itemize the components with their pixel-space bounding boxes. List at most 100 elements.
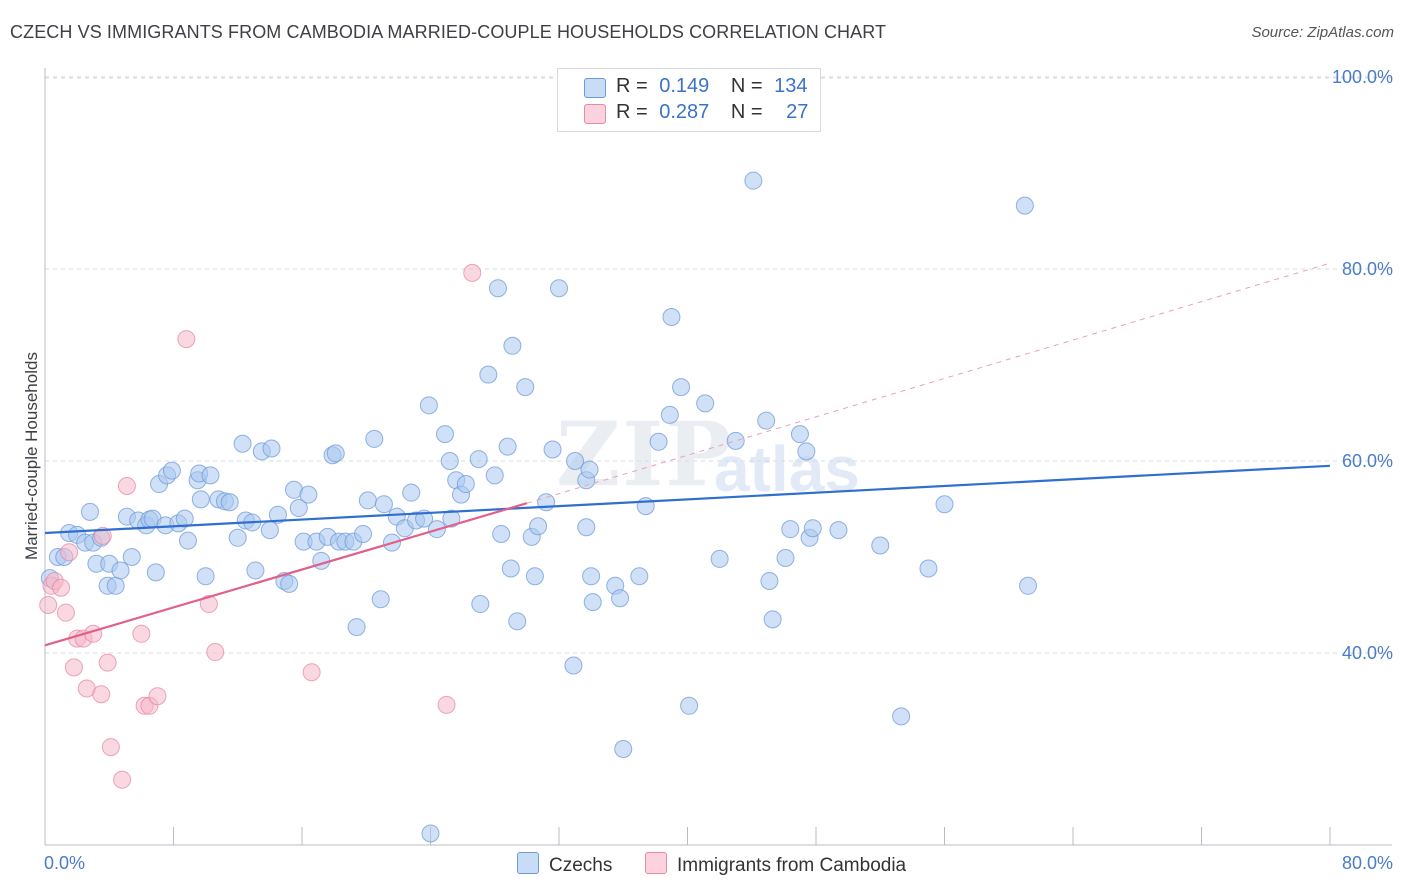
cambodia-point: [98, 653, 117, 672]
czechs-point: [122, 548, 141, 566]
czechs-point: [479, 365, 498, 384]
trend-lines: [44, 262, 1331, 647]
czechs-point: [175, 509, 194, 528]
czechs-point: [803, 519, 822, 538]
czechs-point: [564, 656, 583, 675]
cambodia-point: [199, 595, 218, 614]
czechs-trend-line: [44, 464, 1331, 535]
legend-swatch-cambodia: [584, 104, 606, 124]
czechs-point: [456, 475, 475, 494]
czechs-point: [488, 279, 507, 298]
czechs-point: [763, 610, 782, 629]
cambodia-point: [60, 543, 79, 562]
czechs-point: [672, 378, 691, 397]
czechs-point: [268, 505, 287, 524]
cambodia-point: [148, 687, 167, 706]
czechs-point: [550, 279, 568, 298]
czechs-point: [757, 411, 776, 430]
czechs-point: [260, 521, 279, 540]
czechs-point: [543, 440, 562, 459]
cambodia-point: [52, 578, 71, 597]
czechs-point: [421, 824, 440, 843]
czechs-point: [1015, 196, 1034, 215]
czechs-point: [371, 590, 390, 609]
czechs-point: [566, 452, 585, 470]
cambodia-point: [92, 685, 111, 704]
czechs-point: [471, 595, 490, 614]
x-tick-label-max: 80.0%: [1342, 853, 1393, 873]
legend-r-value: 0.149: [659, 75, 710, 97]
czechs-point: [1019, 576, 1038, 595]
czechs-point: [469, 450, 488, 469]
legend-n-value: 27: [786, 101, 809, 123]
cambodia-point: [302, 663, 321, 682]
czechs-point: [435, 425, 454, 444]
czechs-point: [498, 437, 517, 456]
czechs-point: [233, 434, 252, 453]
source-label: Source: ZipAtlas.com: [1251, 24, 1394, 41]
czechs-point: [146, 563, 165, 582]
czechs-point: [790, 425, 809, 444]
czechs-point: [680, 696, 699, 715]
czechs-point: [354, 524, 373, 543]
chart-title: CZECH VS IMMIGRANTS FROM CAMBODIA MARRIE…: [10, 22, 887, 42]
czechs-point: [529, 517, 548, 536]
czechs-points: [40, 171, 1038, 843]
cambodia-trend-extension: [526, 262, 1331, 504]
czechs-point: [220, 493, 239, 512]
czechs-point: [614, 740, 633, 758]
bottom-legend-swatch-czechs: [517, 852, 539, 874]
legend-r-value: 0.287: [659, 101, 710, 123]
czechs-point: [662, 308, 681, 326]
czechs-point: [892, 707, 911, 726]
czechs-point: [358, 491, 377, 510]
czechs-point: [744, 171, 763, 190]
czechs-point: [760, 572, 779, 590]
czechs-point: [636, 497, 655, 516]
czechs-point: [660, 405, 679, 424]
czechs-point: [80, 502, 99, 521]
czechs-point: [365, 429, 384, 448]
y-tick-label: 40.0%: [1342, 643, 1393, 663]
czechs-point: [106, 576, 125, 595]
bottom-legend-cambodia: Immigrants from Cambodia: [645, 852, 906, 877]
czechs-point: [582, 567, 601, 586]
czechs-point: [442, 509, 461, 528]
czechs-point: [781, 520, 800, 539]
stats-legend: R = 0.149 N = 134 R = 0.287 N = 27: [557, 68, 821, 132]
czechs-point: [871, 536, 890, 555]
cambodia-point: [177, 330, 196, 349]
czechs-point: [580, 460, 599, 479]
cambodia-point: [463, 263, 482, 282]
cambodia-point: [437, 695, 456, 714]
czechs-point: [501, 559, 520, 578]
y-tick-label: 100.0%: [1332, 67, 1393, 87]
bottom-legend-label: Czechs: [549, 855, 613, 876]
cambodia-point: [113, 770, 132, 789]
czechs-point: [516, 378, 535, 397]
bottom-legend-swatch-cambodia: [645, 852, 667, 874]
czechs-point: [577, 518, 596, 537]
tick-labels: 40.0% 60.0% 80.0% 100.0% 0.0% 80.0%: [44, 67, 1393, 873]
cambodia-points: [39, 263, 482, 789]
czechs-point: [583, 593, 602, 612]
czechs-point: [196, 567, 215, 586]
czechs-point: [228, 528, 247, 547]
czechs-point: [485, 466, 504, 485]
czechs-point: [797, 442, 816, 461]
czechs-point: [402, 483, 421, 502]
axes: [44, 68, 1392, 846]
legend-n-label: N =: [730, 101, 763, 123]
legend-r-label: R =: [616, 75, 648, 97]
czechs-point: [326, 444, 345, 463]
czechs-point: [178, 531, 197, 550]
czechs-point: [508, 612, 527, 631]
czechs-point: [312, 551, 331, 570]
czechs-point: [111, 561, 130, 580]
czechs-point: [201, 466, 220, 485]
legend-swatch-czechs: [584, 78, 606, 98]
bottom-legend-label: Immigrants from Cambodia: [677, 855, 907, 876]
czechs-point: [919, 559, 938, 578]
czechs-point: [347, 618, 366, 637]
